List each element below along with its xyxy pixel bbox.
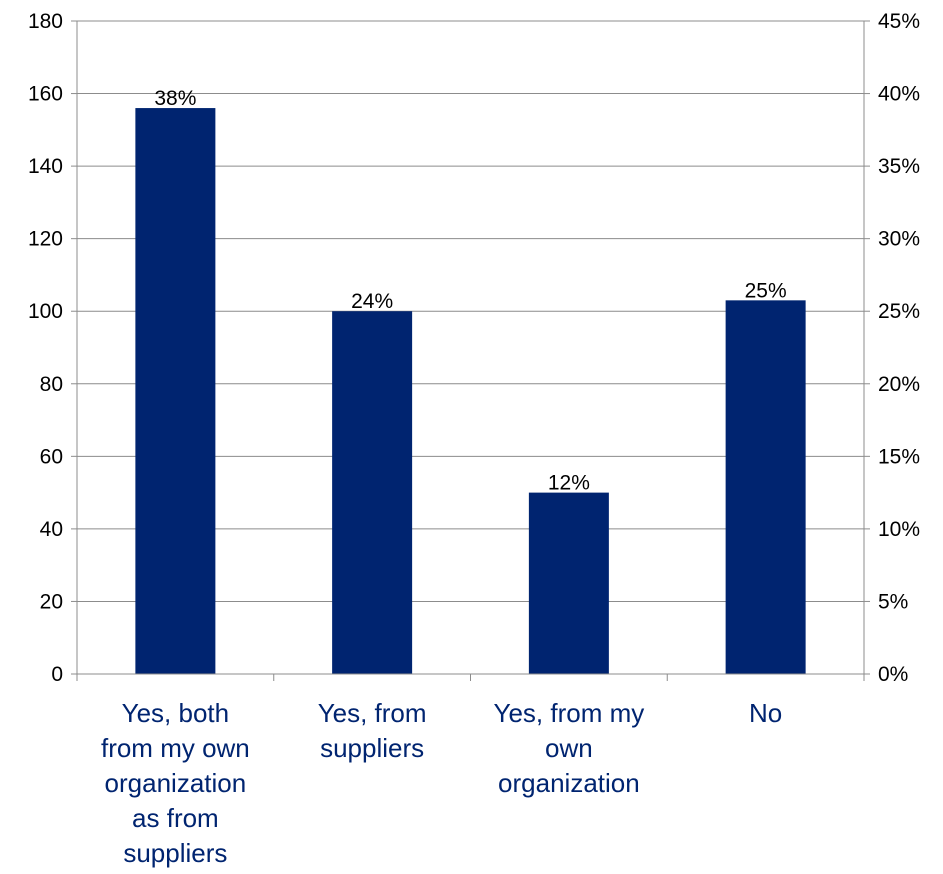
y2-tick-label: 0% [878, 663, 908, 686]
bar [332, 311, 413, 674]
category-label-line: suppliers [123, 838, 227, 868]
y-tick-label: 180 [28, 10, 63, 33]
y-tick-label: 140 [28, 155, 63, 178]
category-label-line: own [545, 733, 593, 763]
category-label-line: No [749, 698, 782, 728]
y2-tick-label: 5% [878, 590, 908, 613]
bars [135, 108, 806, 675]
category-label: Yes, both from my own organization as from s… [101, 698, 250, 868]
category-label-line: suppliers [320, 733, 424, 763]
category-label-line: Yes, from my [494, 698, 645, 728]
y-tick-label: 100 [28, 300, 63, 323]
y2-tick-label: 40% [878, 83, 920, 106]
y-tick-label: 80 [40, 373, 63, 396]
tick-labels: 0 0% 20 5% 40 10% 60 15% 80 20% 100 25% 120 30% 140 35%… [28, 10, 920, 686]
data-labels: 38% 24% 12% 25% [154, 87, 786, 495]
category-label-line: organization [498, 768, 640, 798]
y-tick-label: 60 [40, 445, 63, 468]
y2-tick-label: 10% [878, 518, 920, 541]
data-label: 38% [154, 87, 196, 110]
category-label-line: Yes, from [318, 698, 427, 728]
category-label-line: organization [105, 768, 247, 798]
category-label-line: from my own [101, 733, 250, 763]
y2-tick-label: 25% [878, 300, 920, 323]
bar [135, 108, 216, 675]
category-label: Yes, from suppliers [318, 698, 427, 763]
data-label: 25% [745, 279, 787, 302]
category-labels: Yes, both from my own organization as from s… [101, 698, 782, 868]
category-label-line: as from [132, 803, 219, 833]
category-label: Yes, from my own organization [494, 698, 645, 798]
y2-tick-label: 20% [878, 373, 920, 396]
y-tick-label: 0 [51, 663, 63, 686]
axes [71, 20, 870, 681]
data-label: 12% [548, 472, 590, 495]
y2-tick-label: 15% [878, 445, 920, 468]
y-tick-label: 20 [40, 590, 63, 613]
data-label: 24% [351, 290, 393, 313]
y2-tick-label: 35% [878, 155, 920, 178]
category-label-line: Yes, both [122, 698, 229, 728]
y2-tick-label: 45% [878, 10, 920, 33]
y2-tick-label: 30% [878, 228, 920, 251]
y-tick-label: 40 [40, 518, 63, 541]
bar [725, 300, 806, 674]
bar [528, 492, 609, 674]
y-tick-label: 160 [28, 83, 63, 106]
y-tick-label: 120 [28, 228, 63, 251]
category-label: No [749, 698, 782, 728]
